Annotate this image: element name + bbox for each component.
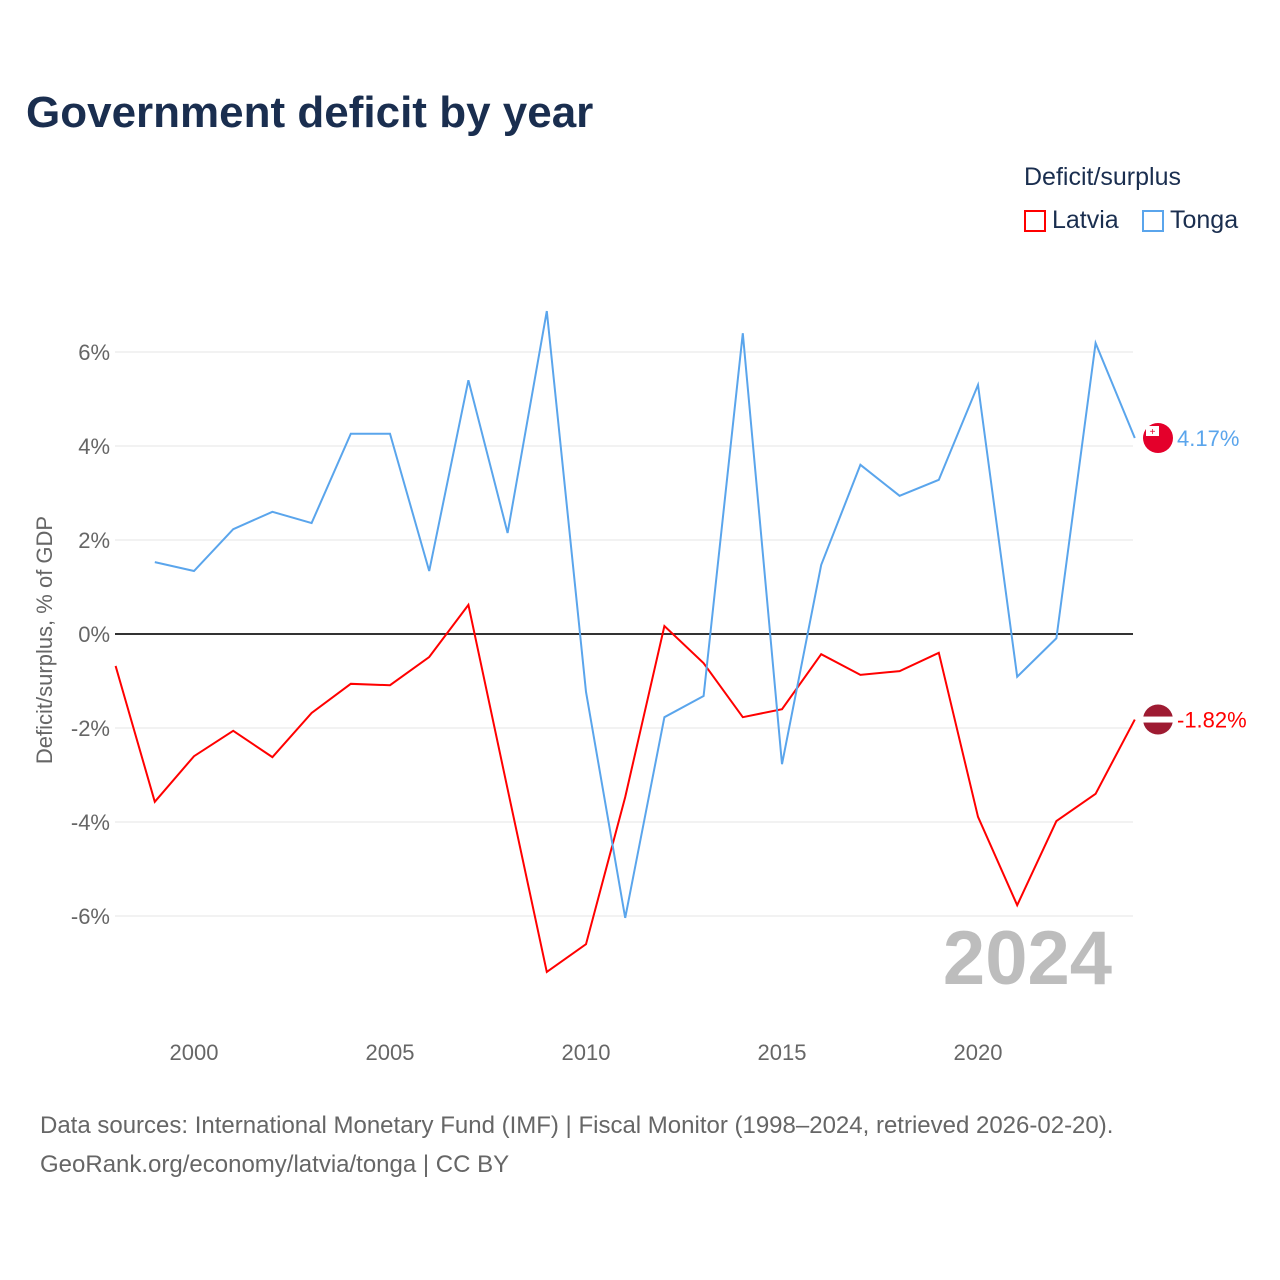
data-sources: Data sources: International Monetary Fun… (40, 1112, 1114, 1139)
x-tick-label: 2020 (954, 1040, 1003, 1065)
end-value-label: -1.82% (1177, 708, 1247, 733)
end-value-label: 4.17% (1177, 426, 1239, 451)
flag-cross: + (1150, 427, 1156, 438)
x-tick-label: 2000 (170, 1040, 219, 1065)
legend-swatch-tonga (1142, 209, 1164, 232)
year-watermark: 2024 (943, 916, 1112, 1001)
y-tick-label: 6% (78, 340, 110, 365)
legend-label: Latvia (1052, 206, 1119, 234)
y-tick-label: 0% (78, 622, 110, 647)
y-tick-label: -6% (71, 904, 110, 929)
y-tick-label: -2% (71, 716, 110, 741)
series-line-tonga (154, 310, 1136, 919)
x-tick-label: 2005 (366, 1040, 415, 1065)
y-axis-title: Deficit/surplus, % of GDP (32, 516, 57, 764)
series-line-latvia (114, 602, 1136, 974)
x-tick-label: 2015 (758, 1040, 807, 1065)
y-tick-label: 2% (78, 528, 110, 553)
y-tick-label: 4% (78, 434, 110, 459)
legend-label: Tonga (1170, 206, 1239, 234)
footer: Data sources: International Monetary Fun… (40, 1106, 1113, 1184)
flag-stripe (1143, 716, 1173, 723)
source-link[interactable]: GeoRank.org/economy/latvia/tonga | CC BY (40, 1151, 510, 1178)
legend-swatch-latvia (1024, 209, 1046, 232)
legend-title: Deficit/surplus (1024, 163, 1181, 191)
legend-item-tonga[interactable]: Tonga (1142, 206, 1238, 235)
flag-canton (1146, 426, 1159, 437)
x-tick-label: 2010 (562, 1040, 611, 1065)
chart-title: Government deficit by year (26, 88, 594, 137)
legend-item-latvia[interactable]: Latvia (1024, 206, 1119, 235)
y-tick-label: -4% (71, 810, 110, 835)
